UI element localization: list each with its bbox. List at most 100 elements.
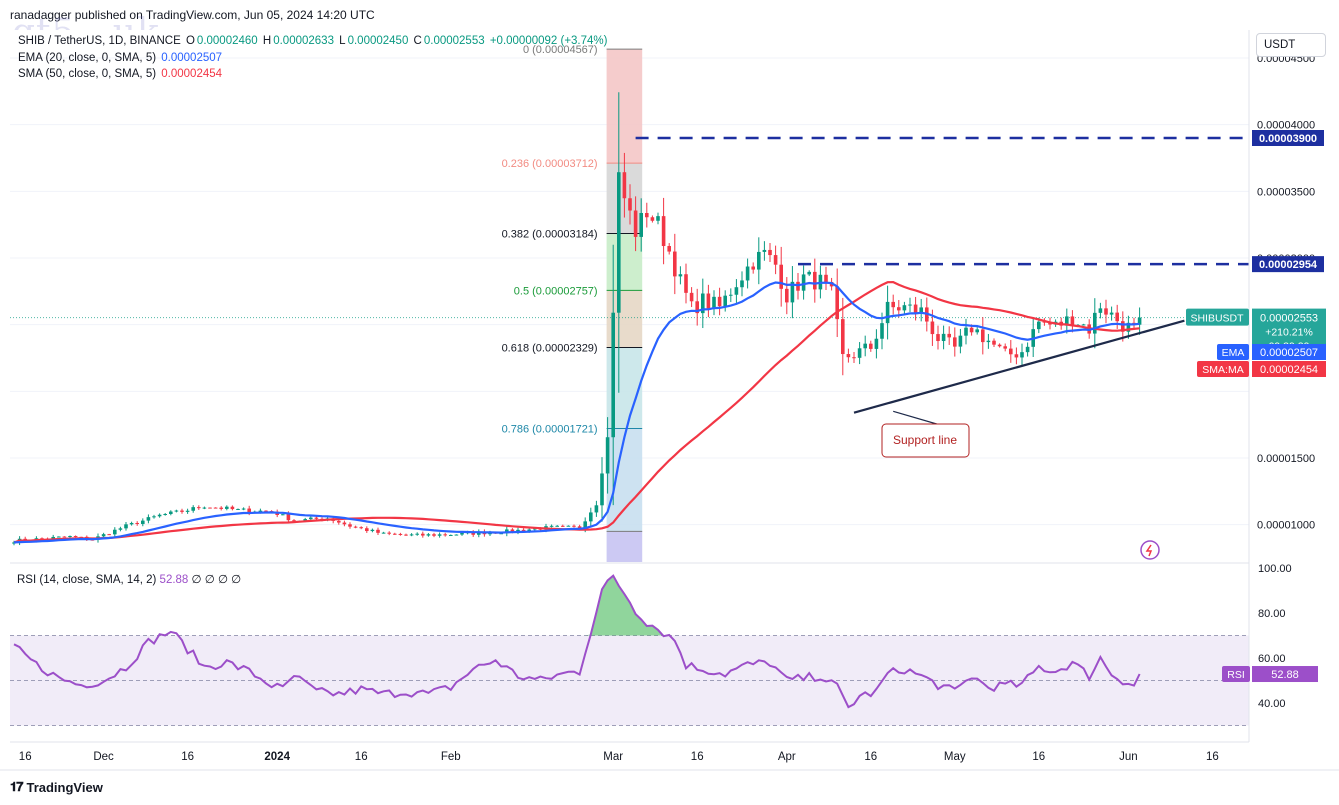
candle-body — [1025, 346, 1030, 353]
time-tick-label: 16 — [864, 751, 877, 763]
candle-body — [589, 512, 593, 522]
candle-body — [773, 255, 778, 265]
ema-badge-value: 0.00002507 — [1260, 347, 1318, 359]
candle-body — [286, 514, 291, 521]
time-tick-label: Apr — [778, 751, 796, 763]
candle-body — [387, 532, 391, 534]
sma-badge — [1252, 361, 1326, 377]
candle-body — [941, 333, 946, 342]
candle-body — [169, 511, 173, 514]
candle-body — [443, 534, 447, 536]
fib-zone — [606, 49, 643, 164]
candle-body — [790, 281, 795, 303]
candle-body — [1126, 322, 1131, 332]
candle-body — [594, 505, 599, 513]
symbol-legend[interactable]: SHIB / TetherUS, 1D, BINANCE O 0.00002460… — [18, 35, 609, 47]
candle-body — [247, 508, 251, 513]
candle-body — [359, 527, 363, 529]
last-price-value: 0.00002553 — [1260, 313, 1318, 325]
candle-body — [1014, 354, 1019, 358]
candle-body — [729, 294, 733, 296]
tradingview-logo[interactable]: 𝟏𝟕 TradingView — [10, 779, 103, 795]
candle-body — [958, 335, 963, 347]
ema-label: EMA (20, close, 0, SMA, 5) — [18, 52, 157, 64]
close-label: C — [413, 35, 422, 47]
rsi-value: 52.88 — [159, 574, 189, 586]
candle-body — [622, 172, 627, 199]
fib-level-label: 0 (0.00004567) — [523, 44, 598, 56]
candle-body — [661, 216, 666, 247]
time-tick-label: Mar — [603, 751, 623, 763]
candle-body — [757, 251, 761, 270]
sma-value: 0.00002454 — [161, 68, 223, 80]
candle-body — [460, 532, 464, 535]
fib-zone — [606, 428, 643, 532]
candle-body — [684, 274, 688, 293]
time-tick-label: Feb — [441, 751, 461, 763]
candle-body — [1037, 321, 1041, 330]
candle-body — [986, 340, 991, 343]
currency-selector[interactable]: USDT — [1256, 33, 1326, 57]
fib-zone — [606, 531, 643, 562]
candle-body — [801, 274, 806, 291]
candle-body — [633, 210, 638, 237]
candle-body — [426, 534, 431, 536]
fib-level-label: 0.382 (0.00003184) — [502, 228, 598, 240]
level-badge — [1252, 130, 1324, 146]
sma-tag — [1197, 361, 1249, 377]
candle-body — [113, 529, 117, 535]
axes: 0.000045000.000040000.000035000.00003000… — [0, 30, 1339, 771]
ema-legend[interactable]: EMA (20, close, 0, SMA, 5) 0.00002507 — [18, 52, 224, 64]
candle-body — [236, 508, 240, 510]
candle-body — [309, 517, 313, 520]
candle-body — [717, 296, 722, 307]
candle-body — [953, 337, 957, 347]
candle-body — [605, 437, 610, 474]
candle-body — [841, 319, 845, 355]
callout-text: Support line — [893, 433, 957, 447]
time-tick-label: Jun — [1119, 751, 1138, 763]
candle-body — [303, 519, 307, 521]
candle-body — [947, 333, 951, 338]
candle-body — [141, 520, 145, 524]
candle-body — [365, 528, 369, 532]
candle-body — [897, 307, 901, 311]
open-label: O — [185, 35, 195, 47]
candle-body — [454, 534, 459, 536]
candle-body — [353, 526, 358, 528]
candle-body — [981, 329, 985, 343]
candle-body — [628, 198, 632, 211]
candle-body — [213, 507, 218, 509]
rsi-legend[interactable]: RSI (14, close, SMA, 14, 2) 52.88 ∅ ∅ ∅ … — [17, 572, 241, 586]
candle-body — [348, 524, 352, 527]
rsi-extra: ∅ ∅ ∅ ∅ — [191, 574, 242, 586]
rsi-tick-label: 40.00 — [1258, 698, 1286, 710]
candle-body — [908, 304, 912, 306]
candle-body — [969, 327, 974, 333]
candle-body — [762, 249, 767, 252]
candle-body — [723, 295, 727, 307]
candle-body — [555, 525, 559, 527]
lightning-icon — [1145, 544, 1153, 557]
candle-body — [381, 532, 386, 534]
candle-body — [421, 533, 425, 536]
candle-body — [673, 251, 677, 277]
candle-body — [393, 533, 397, 535]
candle-body — [57, 536, 61, 538]
candle-body — [1109, 312, 1114, 315]
ema-badge — [1252, 344, 1326, 360]
candles — [12, 92, 1142, 546]
time-tick-label: Dec — [93, 751, 114, 763]
candle-body — [997, 344, 1002, 347]
rsi-label: RSI (14, close, SMA, 14, 2) — [17, 574, 157, 586]
candle-body — [241, 508, 246, 510]
sma-legend[interactable]: SMA (50, close, 0, SMA, 5) 0.00002454 — [18, 68, 224, 80]
candle-body — [885, 301, 890, 324]
candle-body — [202, 507, 207, 509]
time-tick-label: 16 — [1032, 751, 1045, 763]
time-tick-label: 2024 — [264, 751, 290, 763]
candle-body — [678, 274, 683, 277]
candle-body — [639, 212, 643, 237]
candle-body — [751, 266, 755, 270]
